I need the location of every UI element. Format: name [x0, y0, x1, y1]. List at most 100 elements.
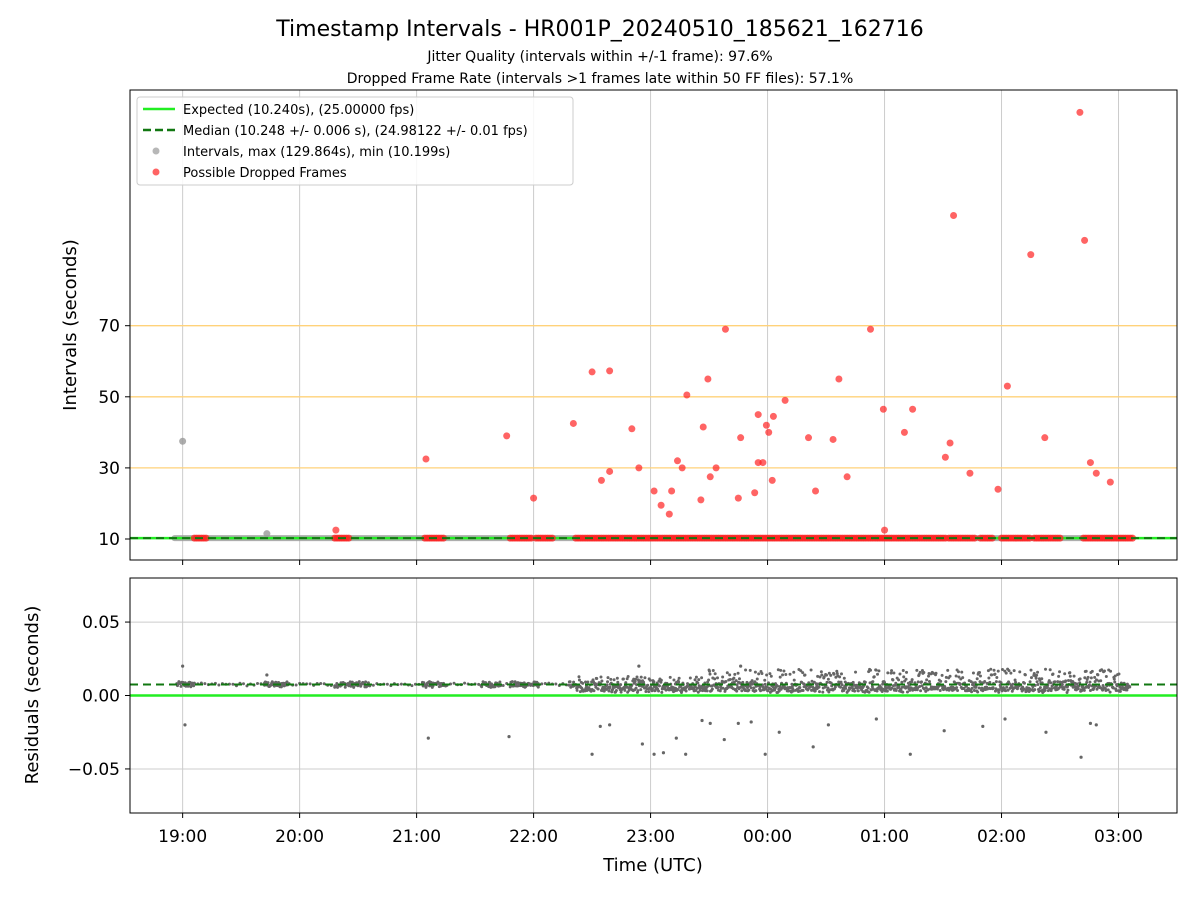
residual-point: [1128, 685, 1132, 689]
dropped-frame-point: [941, 453, 949, 461]
residual-point: [595, 677, 599, 681]
residual-point: [515, 684, 519, 688]
residual-point: [1076, 686, 1080, 690]
residual-point: [1037, 689, 1041, 693]
residual-point: [778, 675, 782, 679]
residual-point: [713, 677, 717, 681]
residual-point: [1058, 670, 1062, 674]
residual-point: [958, 682, 962, 686]
dropped-frame-point: [1081, 236, 1089, 244]
residual-point: [874, 668, 878, 672]
dropped-frame-point: [678, 464, 686, 472]
dropped-frame-point: [994, 485, 1002, 493]
residual-point: [918, 670, 922, 674]
residual-point: [844, 686, 848, 690]
residual-point: [642, 680, 646, 684]
residual-point: [1036, 670, 1040, 674]
residual-point: [217, 683, 221, 687]
residual-point: [1087, 686, 1091, 690]
residual-point: [1049, 681, 1053, 685]
residual-point: [633, 680, 637, 684]
intervals-y-axis-label: Intervals (seconds): [60, 239, 81, 411]
residual-point: [892, 671, 896, 675]
residual-point: [619, 683, 623, 687]
residual-point: [856, 689, 860, 693]
residuals-panel: 0.05 0.00 −0.05 19:00 20:00 21:00 22:00 23:00 00…: [68, 577, 1178, 847]
residual-point: [835, 669, 839, 673]
residual-point: [955, 686, 959, 690]
residual-point: [854, 670, 858, 674]
residual-point: [728, 673, 732, 677]
legend-median-label: Median (10.248 +/- 0.006 s), (24.98122 +…: [183, 124, 528, 139]
residual-point: [1099, 679, 1103, 683]
residual-point: [710, 687, 714, 691]
residuals-y-tick-label: 0.00: [82, 687, 120, 707]
residual-point: [347, 683, 351, 687]
residual-point: [668, 675, 672, 679]
residual-point: [897, 678, 901, 682]
residual-point: [1102, 669, 1106, 673]
residual-point: [1028, 680, 1032, 684]
residual-point: [606, 680, 610, 684]
dropped-frame-point: [345, 534, 353, 542]
residual-point: [763, 682, 767, 686]
residual-point: [183, 723, 187, 727]
dropped-frame-point: [867, 325, 875, 333]
residual-point: [879, 686, 883, 690]
residual-point: [978, 674, 982, 678]
residual-point: [870, 685, 874, 689]
residual-point: [1109, 669, 1113, 673]
residual-point: [1035, 680, 1039, 684]
residual-point: [833, 685, 837, 689]
residual-point: [737, 677, 741, 681]
residual-point: [776, 668, 780, 672]
residual-point: [644, 690, 648, 694]
residual-point: [745, 680, 749, 684]
dropped-frame-point: [950, 211, 958, 219]
residual-point: [901, 690, 905, 694]
residual-point: [988, 680, 992, 684]
residual-point: [708, 672, 712, 676]
residual-point: [851, 680, 855, 684]
residual-point: [752, 686, 756, 690]
residual-point: [192, 684, 196, 688]
residual-point: [611, 687, 615, 691]
residual-point: [822, 675, 826, 679]
residual-point: [1112, 677, 1116, 681]
residual-point: [983, 680, 987, 684]
residual-point: [1062, 687, 1066, 691]
residual-point: [971, 681, 975, 685]
residual-point: [922, 670, 926, 674]
residual-point: [826, 723, 830, 727]
residual-point: [607, 689, 611, 693]
residual-point: [792, 678, 796, 682]
residual-point: [991, 686, 995, 690]
residual-point: [634, 686, 638, 690]
residual-point: [763, 752, 767, 756]
residual-point: [575, 688, 579, 692]
residual-point: [749, 720, 753, 724]
residual-point: [970, 690, 974, 694]
residual-point: [590, 752, 594, 756]
residual-point: [577, 675, 581, 679]
residual-point: [693, 678, 697, 682]
residual-point: [592, 689, 596, 693]
residual-point: [577, 678, 581, 682]
dropped-frame-point: [1041, 434, 1049, 442]
dropped-frame-point: [966, 469, 974, 477]
residual-point: [688, 676, 692, 680]
residual-point: [817, 685, 821, 689]
x-tick-label: 02:00: [977, 827, 1026, 847]
residual-point: [901, 669, 905, 673]
residual-point: [839, 680, 843, 684]
residual-point: [1093, 675, 1097, 679]
x-tick-label: 23:00: [626, 827, 675, 847]
dropped-frame-point: [881, 526, 889, 534]
residual-point: [203, 682, 207, 686]
dropped-frame-point: [879, 405, 887, 413]
dropped-frame-point: [1086, 459, 1094, 467]
residual-point: [256, 682, 260, 686]
residual-point: [948, 674, 952, 678]
residual-point: [605, 683, 609, 687]
residual-point: [639, 688, 643, 692]
